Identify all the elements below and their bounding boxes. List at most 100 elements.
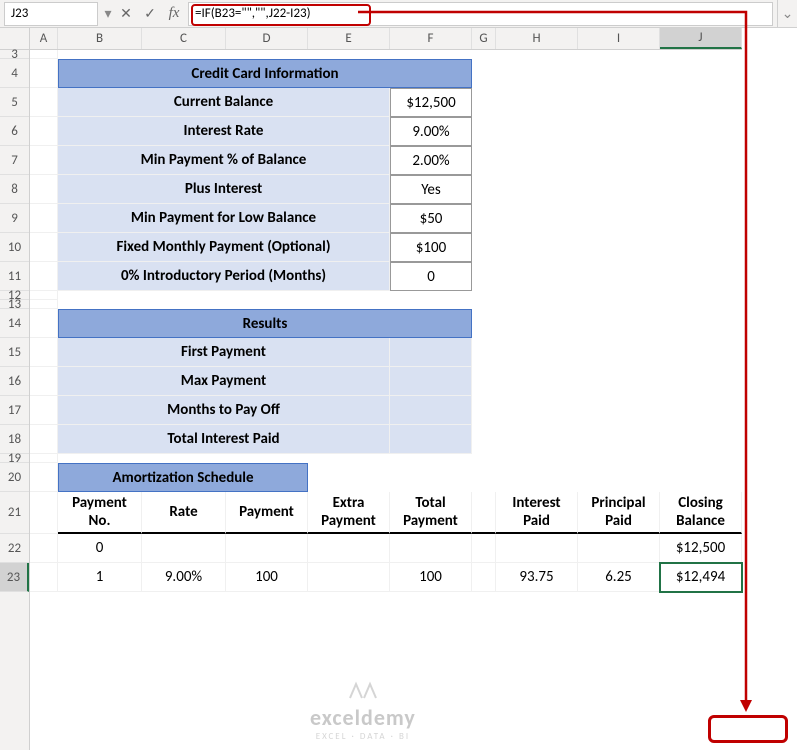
row-header-17[interactable]: 17 (0, 396, 29, 425)
cell[interactable] (472, 534, 496, 563)
cell[interactable] (30, 146, 58, 175)
cell[interactable]: 0% Introductory Period (Months) (58, 262, 390, 291)
column-header-E[interactable]: E (308, 28, 390, 49)
cell[interactable] (390, 367, 472, 396)
cell[interactable] (30, 454, 58, 463)
row-header-21[interactable]: 21 (0, 492, 29, 534)
cell[interactable]: 2.00% (390, 146, 472, 175)
cell[interactable]: 0 (58, 534, 142, 563)
row-header-22[interactable]: 22 (0, 534, 29, 563)
cell[interactable]: 0 (390, 262, 472, 291)
row-header-10[interactable]: 10 (0, 233, 29, 262)
row-header-4[interactable]: 4 (0, 59, 29, 88)
name-box[interactable]: J23 (4, 2, 98, 26)
column-header-B[interactable]: B (58, 28, 142, 49)
cell[interactable] (30, 309, 58, 338)
cell[interactable] (142, 534, 226, 563)
cell[interactable] (30, 59, 58, 88)
cell[interactable]: Max Payment (58, 367, 390, 396)
cell[interactable]: Current Balance (58, 88, 390, 117)
cancel-icon[interactable]: ✕ (114, 2, 138, 26)
spreadsheet-grid[interactable]: Credit Card InformationCurrent Balance$1… (30, 50, 797, 750)
cell[interactable] (30, 204, 58, 233)
dropdown-icon[interactable]: ▾ (102, 5, 114, 22)
cell[interactable]: Min Payment % of Balance (58, 146, 390, 175)
cell[interactable] (30, 338, 58, 367)
accept-icon[interactable]: ✓ (138, 2, 162, 26)
cell[interactable] (30, 300, 58, 309)
cell[interactable] (578, 534, 660, 563)
row-header-16[interactable]: 16 (0, 367, 29, 396)
row-header-8[interactable]: 8 (0, 175, 29, 204)
cell[interactable]: Months to Pay Off (58, 396, 390, 425)
column-header-H[interactable]: H (496, 28, 578, 49)
cell[interactable]: Total Payment (390, 492, 472, 534)
column-header-G[interactable]: G (472, 28, 496, 49)
cell[interactable]: 6.25 (578, 563, 660, 592)
cell[interactable]: Min Payment for Low Balance (58, 204, 390, 233)
cell[interactable] (390, 425, 472, 454)
cell[interactable] (30, 367, 58, 396)
expand-formula-icon[interactable]: ⌄ (777, 0, 797, 27)
cell[interactable]: $50 (390, 204, 472, 233)
cell[interactable] (226, 534, 308, 563)
row-header-13[interactable]: 13 (0, 300, 29, 309)
row-header-9[interactable]: 9 (0, 204, 29, 233)
cell[interactable]: First Payment (58, 338, 390, 367)
row-header-19[interactable]: 19 (0, 454, 29, 463)
cell[interactable] (496, 534, 578, 563)
cell[interactable] (390, 338, 472, 367)
cell[interactable] (30, 117, 58, 146)
cell[interactable]: Amortization Schedule (58, 463, 308, 492)
cell[interactable]: Interest Paid (496, 492, 578, 534)
cell[interactable]: Total Interest Paid (58, 425, 390, 454)
cell[interactable]: Principal Paid (578, 492, 660, 534)
cell[interactable] (30, 175, 58, 204)
cell[interactable]: Payment (226, 492, 308, 534)
cell[interactable] (30, 262, 58, 291)
cell[interactable]: 9.00% (390, 117, 472, 146)
formula-input[interactable]: =IF(B23="","",J22-I23) (188, 2, 773, 26)
cell[interactable] (308, 534, 390, 563)
cell[interactable]: 100 (226, 563, 308, 592)
cell[interactable] (390, 534, 472, 563)
cell[interactable]: Credit Card Information (58, 59, 472, 88)
cell[interactable]: Yes (390, 175, 472, 204)
cell[interactable] (30, 396, 58, 425)
column-header-I[interactable]: I (578, 28, 660, 49)
cell[interactable] (308, 563, 390, 592)
cell[interactable]: Interest Rate (58, 117, 390, 146)
column-header-F[interactable]: F (390, 28, 472, 49)
cell[interactable] (30, 534, 58, 563)
cell[interactable] (30, 233, 58, 262)
cell[interactable]: 93.75 (496, 563, 578, 592)
cell[interactable]: Closing Balance (660, 492, 742, 534)
cell[interactable] (30, 88, 58, 117)
cell[interactable]: Results (58, 309, 472, 338)
cell[interactable] (30, 492, 58, 534)
column-header-J[interactable]: J (660, 28, 742, 49)
cell[interactable] (472, 563, 496, 592)
row-header-7[interactable]: 7 (0, 146, 29, 175)
cell[interactable] (30, 463, 58, 492)
cell[interactable]: Payment No. (58, 492, 142, 534)
row-header-23[interactable]: 23 (0, 563, 29, 592)
row-header-3[interactable]: 3 (0, 50, 29, 59)
row-header-6[interactable]: 6 (0, 117, 29, 146)
cell[interactable] (390, 396, 472, 425)
fx-icon[interactable]: fx (162, 2, 186, 26)
cell[interactable]: 9.00% (142, 563, 226, 592)
cell[interactable]: $12,500 (390, 88, 472, 117)
cell[interactable] (472, 492, 496, 534)
cell[interactable]: $100 (390, 233, 472, 262)
cell[interactable]: 1 (58, 563, 142, 592)
row-header-14[interactable]: 14 (0, 309, 29, 338)
row-header-20[interactable]: 20 (0, 463, 29, 492)
column-header-A[interactable]: A (30, 28, 58, 49)
cell[interactable] (30, 50, 58, 59)
cell[interactable] (30, 291, 58, 300)
cell[interactable]: Plus Interest (58, 175, 390, 204)
cell[interactable]: $12,494 (660, 563, 742, 592)
column-header-D[interactable]: D (226, 28, 308, 49)
cell[interactable] (30, 563, 58, 592)
